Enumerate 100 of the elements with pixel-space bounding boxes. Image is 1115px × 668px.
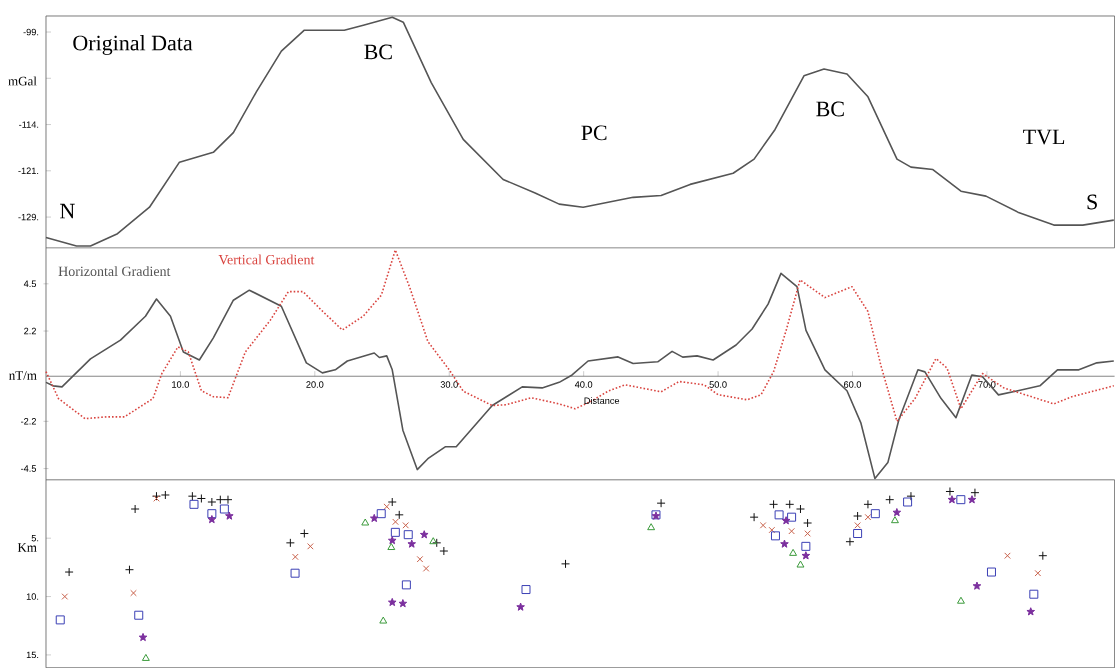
y-tick-label: 15. (26, 651, 39, 659)
point (55, 615, 65, 625)
point (379, 616, 388, 624)
point (392, 518, 399, 526)
point (1038, 551, 1048, 561)
point (160, 490, 170, 500)
point (516, 602, 525, 611)
point (361, 518, 370, 526)
point (187, 491, 197, 501)
point (130, 504, 140, 514)
y-axis-title: mGal (8, 76, 37, 86)
point (61, 593, 69, 600)
point (285, 538, 295, 548)
annotation: BC (816, 101, 844, 117)
y-axis-title: Km (17, 543, 37, 552)
point (845, 537, 855, 547)
text: Vertical Gradient (218, 254, 315, 265)
point (854, 521, 861, 529)
annotation: BC (364, 44, 392, 60)
y-tick-label: -4.5 (20, 465, 37, 472)
point (561, 559, 571, 569)
y-axis-title: nT/m (9, 371, 37, 380)
point (124, 565, 134, 575)
point (759, 521, 767, 529)
point (788, 527, 795, 535)
point (290, 568, 300, 578)
point (768, 526, 776, 534)
y-tick-label: 10. (26, 593, 39, 600)
annotation: Original Data (73, 34, 193, 55)
point (398, 598, 408, 608)
point (419, 530, 429, 539)
y-tick-label: -99. (23, 28, 39, 36)
point (407, 539, 417, 548)
point (803, 518, 813, 528)
point (970, 488, 980, 498)
annotation: PC (581, 125, 607, 141)
point (403, 530, 413, 540)
point (796, 560, 805, 568)
point (387, 497, 397, 507)
x-tick-label: 10.0 (172, 381, 190, 388)
point (986, 567, 996, 577)
series-label: Horizontal Gradient (58, 266, 171, 276)
point (972, 581, 982, 590)
y-tick-label: -2.2 (20, 418, 36, 425)
point (223, 495, 233, 505)
point (138, 632, 148, 642)
y-tick-label: -121. (18, 167, 39, 174)
point (387, 542, 396, 550)
point (402, 521, 410, 529)
point (189, 499, 199, 509)
point (906, 491, 916, 501)
point (432, 538, 442, 548)
point (390, 527, 400, 537)
y-tick-label: 4.5 (23, 280, 37, 287)
point (870, 509, 880, 519)
x-tick-label: 60.0 (844, 381, 862, 388)
point (749, 512, 759, 522)
annotation: N (60, 203, 75, 219)
point (299, 528, 309, 538)
point (376, 509, 386, 519)
point (394, 510, 404, 520)
y-tick-label: -114. (19, 121, 39, 128)
x-tick-label: 40.0 (574, 381, 593, 388)
point (387, 597, 397, 607)
point (853, 511, 863, 521)
point (439, 546, 449, 556)
point (383, 503, 391, 510)
point (957, 596, 965, 604)
point (1004, 552, 1011, 559)
point (422, 565, 430, 572)
point (864, 513, 872, 521)
point (770, 531, 780, 541)
point (967, 495, 977, 504)
point (647, 523, 656, 531)
point (795, 504, 805, 514)
point (130, 589, 137, 597)
point (225, 511, 234, 520)
point (956, 495, 966, 505)
point (789, 548, 798, 556)
annotation: TVL (1023, 129, 1065, 145)
point (885, 495, 895, 505)
point (801, 551, 811, 560)
point (64, 567, 74, 577)
point (429, 537, 438, 545)
point (219, 504, 229, 514)
point (207, 497, 217, 507)
point (903, 497, 913, 507)
point (292, 553, 299, 561)
point (804, 530, 811, 537)
x-tick-label: 50.0 (709, 381, 727, 388)
annotation: S (1087, 194, 1097, 210)
point (416, 555, 424, 563)
point (853, 528, 863, 538)
point (207, 509, 217, 519)
y-tick-label: 5. (31, 534, 39, 542)
point (656, 498, 666, 508)
point (387, 535, 397, 545)
point (945, 486, 955, 496)
point (134, 610, 144, 620)
point (401, 580, 411, 590)
